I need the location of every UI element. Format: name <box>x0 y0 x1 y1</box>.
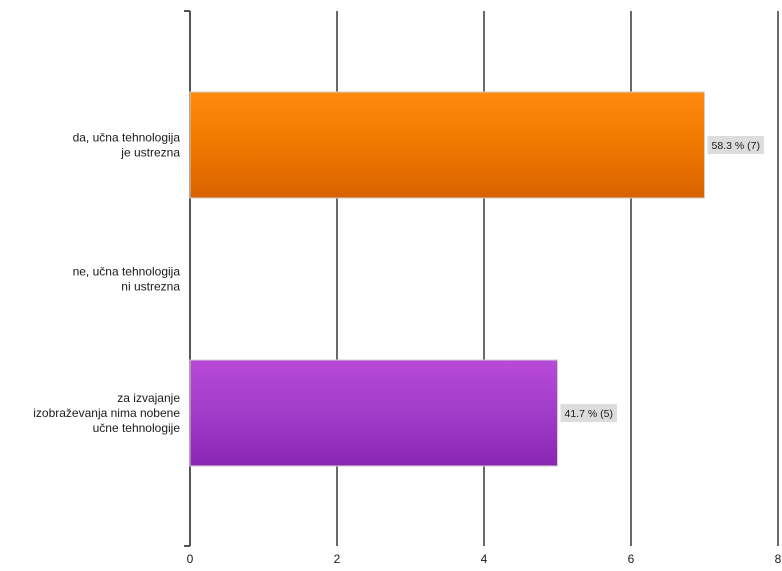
category-label-line: za izvajanje <box>117 391 180 405</box>
data-label-bg <box>560 404 617 422</box>
bar-0 <box>189 91 705 199</box>
bar-2 <box>189 359 558 467</box>
data-label-2: 41.7 % (5) <box>565 408 613 420</box>
axes <box>184 10 191 547</box>
x-tick-label: 2 <box>334 552 341 566</box>
category-label-0: da, učna tehnologija je ustrezna <box>73 131 181 160</box>
category-label-line: da, učna tehnologija <box>73 131 181 145</box>
x-tick-label: 6 <box>628 552 635 566</box>
x-tick-label: 4 <box>481 552 488 566</box>
category-label-line: ne, učna tehnologija <box>73 265 181 279</box>
category-label-1: ne, učna tehnologija ni ustrezna <box>73 265 181 294</box>
category-label-line: ni ustrezna <box>121 280 180 294</box>
labels: 0 2 4 6 8 58.3 % (7) da, učna tehnologija je us… <box>33 131 781 567</box>
bars <box>189 91 705 467</box>
category-label-line: je ustrezna <box>120 146 180 160</box>
x-tick-label: 8 <box>775 552 782 566</box>
category-label-line: izobraževanja nima nobene <box>33 406 180 420</box>
category-label-line: učne tehnologije <box>93 421 181 435</box>
data-label-0: 58.3 % (7) <box>712 140 760 152</box>
x-tick-label: 0 <box>187 552 194 566</box>
data-label-bg <box>707 136 764 154</box>
category-label-2: za izvajanje izobraževanja nima nobene učn… <box>33 391 180 435</box>
